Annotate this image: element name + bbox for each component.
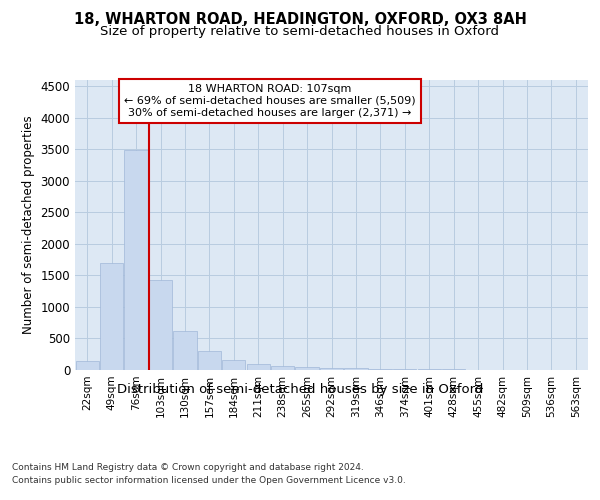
Text: Contains HM Land Registry data © Crown copyright and database right 2024.: Contains HM Land Registry data © Crown c… xyxy=(12,462,364,471)
Text: Distribution of semi-detached houses by size in Oxford: Distribution of semi-detached houses by … xyxy=(117,382,483,396)
Bar xyxy=(149,280,172,370)
Bar xyxy=(344,368,368,370)
Bar xyxy=(198,352,221,370)
Bar xyxy=(295,367,319,370)
Bar xyxy=(124,150,148,370)
Bar xyxy=(222,360,245,370)
Bar xyxy=(369,368,392,370)
Bar xyxy=(100,263,123,370)
Bar xyxy=(173,331,197,370)
Text: 18, WHARTON ROAD, HEADINGTON, OXFORD, OX3 8AH: 18, WHARTON ROAD, HEADINGTON, OXFORD, OX… xyxy=(74,12,526,28)
Bar xyxy=(247,364,270,370)
Text: Size of property relative to semi-detached houses in Oxford: Size of property relative to semi-detach… xyxy=(101,25,499,38)
Text: 18 WHARTON ROAD: 107sqm
← 69% of semi-detached houses are smaller (5,509)
30% of: 18 WHARTON ROAD: 107sqm ← 69% of semi-de… xyxy=(124,84,416,117)
Bar xyxy=(320,368,343,370)
Bar xyxy=(393,369,416,370)
Y-axis label: Number of semi-detached properties: Number of semi-detached properties xyxy=(22,116,35,334)
Text: Contains public sector information licensed under the Open Government Licence v3: Contains public sector information licen… xyxy=(12,476,406,485)
Bar xyxy=(76,362,99,370)
Bar xyxy=(271,366,294,370)
